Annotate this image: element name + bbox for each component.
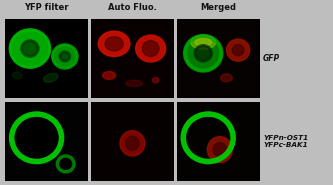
Text: YFPn-OST1
YFPc-BAK1: YFPn-OST1 YFPc-BAK1	[263, 135, 308, 148]
Ellipse shape	[126, 136, 139, 150]
Ellipse shape	[98, 31, 130, 56]
Ellipse shape	[105, 37, 123, 51]
Ellipse shape	[103, 71, 116, 79]
Ellipse shape	[44, 73, 58, 82]
Text: Merged: Merged	[200, 3, 236, 11]
Circle shape	[12, 114, 62, 162]
Circle shape	[10, 30, 50, 68]
Circle shape	[52, 45, 77, 68]
Circle shape	[185, 36, 221, 71]
Ellipse shape	[195, 38, 211, 46]
Ellipse shape	[207, 137, 232, 163]
Circle shape	[22, 41, 38, 56]
Circle shape	[195, 45, 211, 61]
Ellipse shape	[152, 77, 159, 83]
Circle shape	[60, 52, 70, 61]
Ellipse shape	[13, 72, 22, 79]
Ellipse shape	[120, 131, 145, 156]
Text: Auto Fluo.: Auto Fluo.	[108, 3, 157, 11]
Text: GFP: GFP	[263, 53, 280, 63]
Ellipse shape	[126, 80, 142, 87]
Ellipse shape	[221, 74, 232, 82]
Circle shape	[57, 156, 74, 172]
Ellipse shape	[142, 41, 159, 56]
Ellipse shape	[136, 35, 166, 62]
Ellipse shape	[226, 39, 250, 61]
Text: YFP filter: YFP filter	[24, 3, 69, 11]
Ellipse shape	[213, 143, 226, 157]
Ellipse shape	[191, 35, 216, 49]
Ellipse shape	[232, 45, 244, 56]
